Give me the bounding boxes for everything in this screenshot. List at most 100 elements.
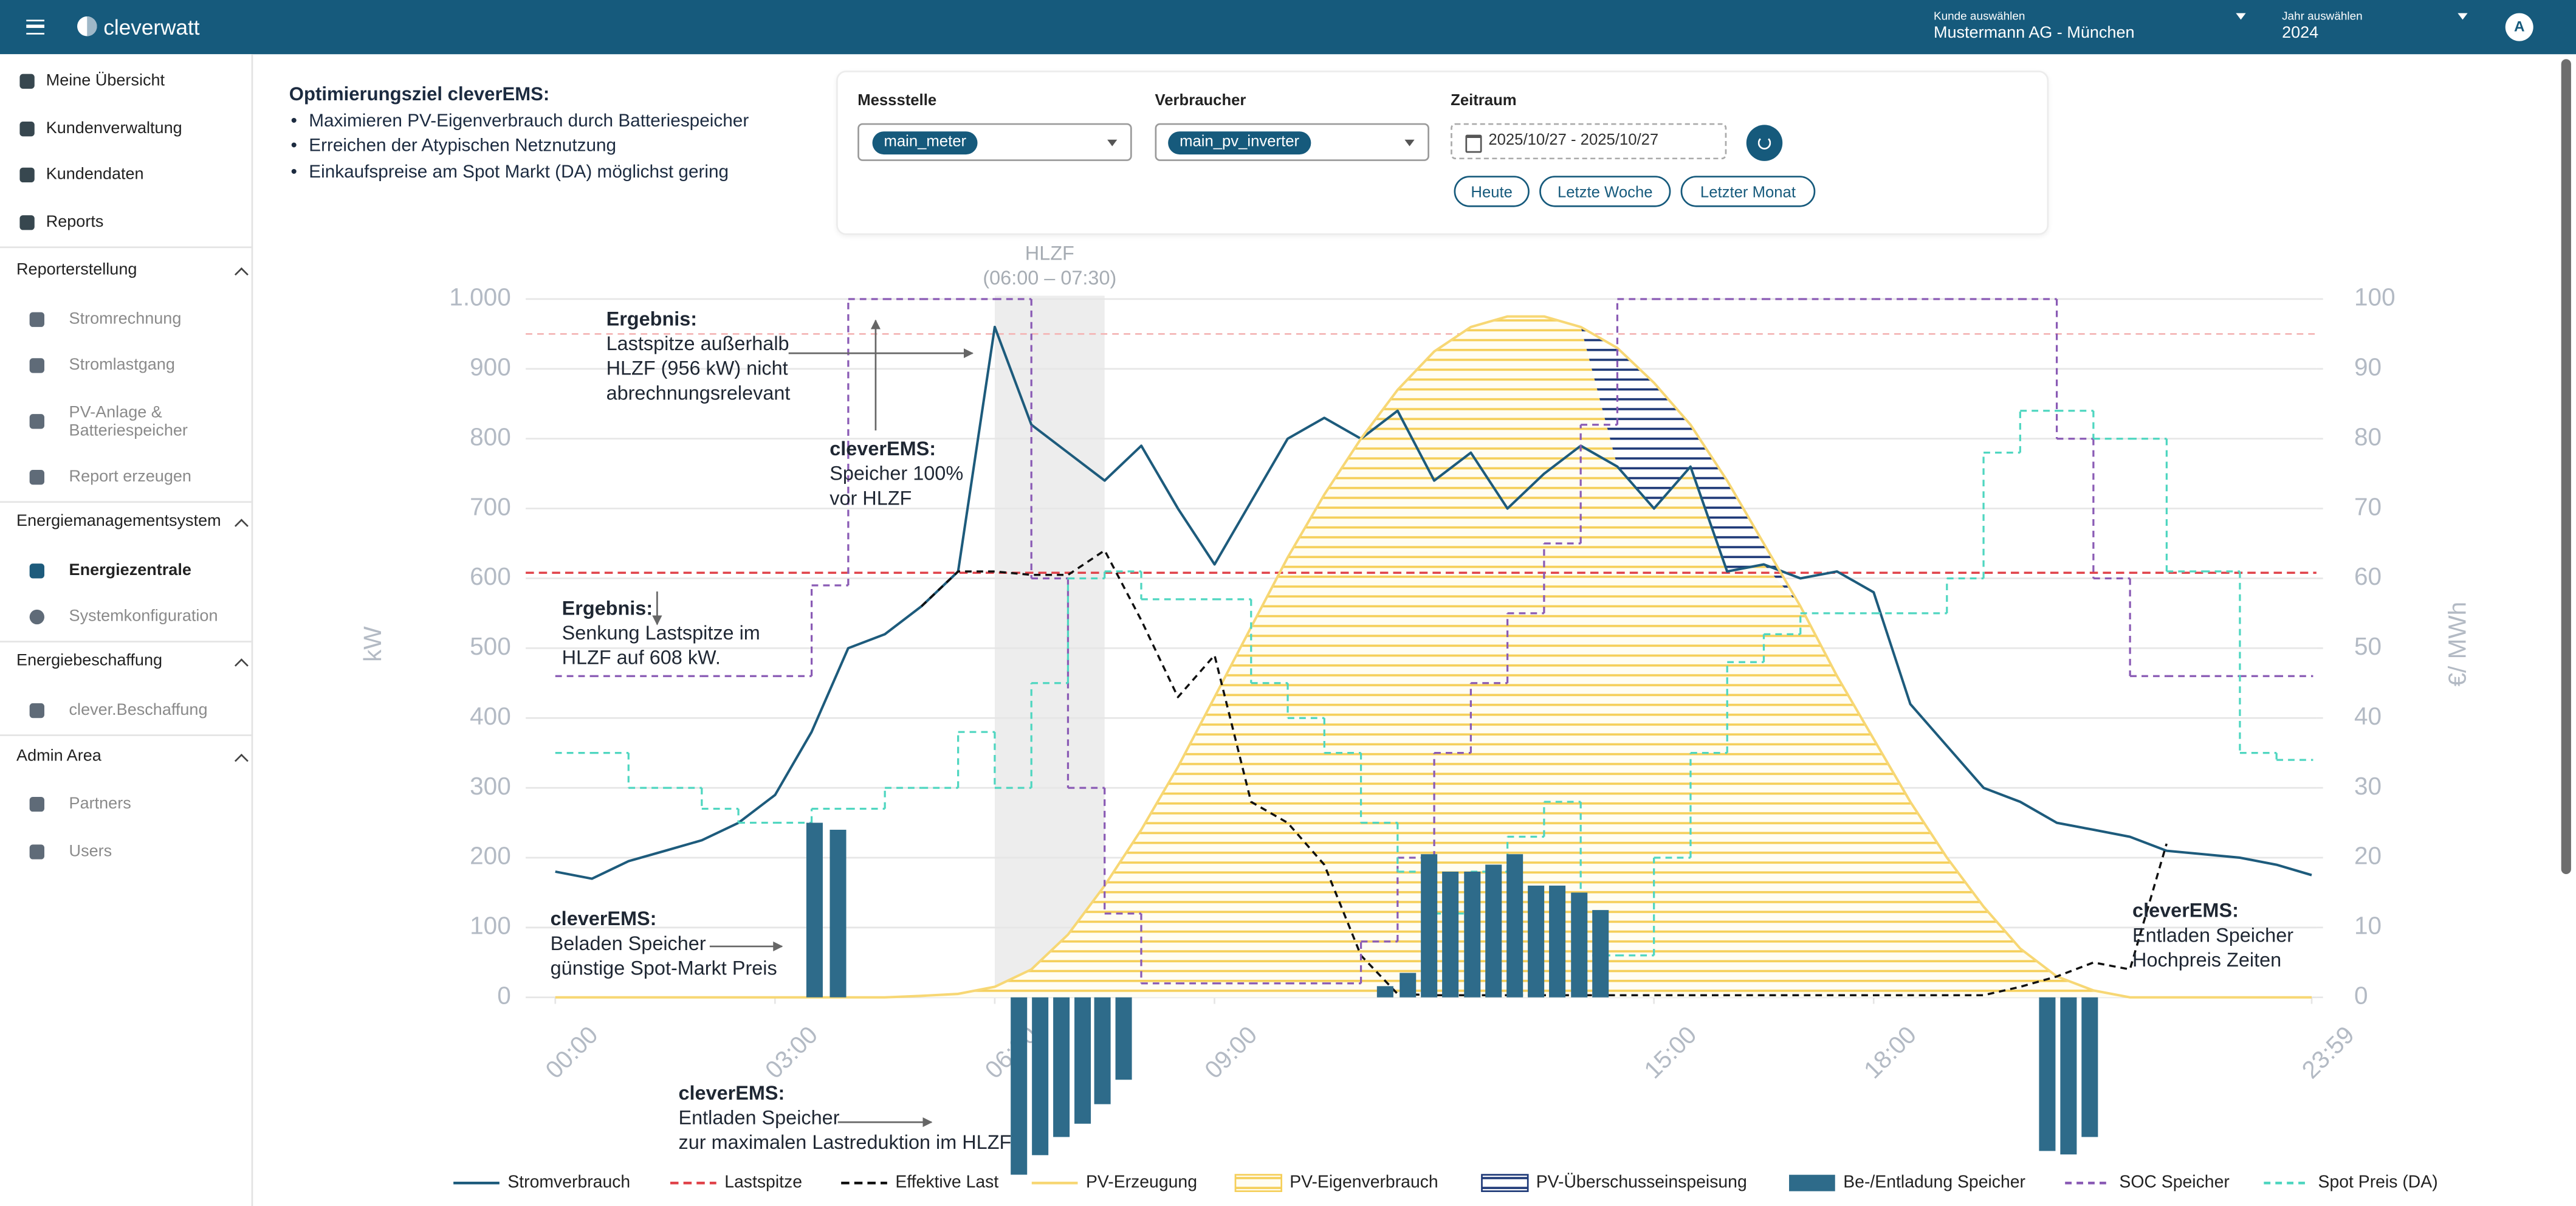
annotation-line: Hochpreis Zeiten [2132, 949, 2281, 971]
brand[interactable]: cleverwatt [103, 15, 200, 40]
y-tick-label: 1.000 [449, 283, 510, 311]
y-tick-label: 300 [470, 772, 511, 800]
annotation-line: zur maximalen Lastreduktion im HLZF [679, 1131, 1012, 1153]
measuring-point-select[interactable]: main_meter [857, 123, 1132, 161]
legend-label[interactable]: Lastspitze [724, 1173, 802, 1192]
legend-label[interactable]: PV-Überschusseinspeisung [1536, 1173, 1747, 1192]
scrollbar[interactable] [2561, 59, 2571, 874]
legend-label[interactable]: SOC Speicher [2119, 1173, 2229, 1192]
period-value[interactable]: 2025/10/27 - 2025/10/27 [1488, 131, 1659, 150]
y2-tick-label: 30 [2354, 772, 2382, 800]
filter-card [836, 71, 2049, 235]
menu-button[interactable] [26, 19, 44, 35]
divider [0, 501, 252, 503]
legend-swatch [1234, 1174, 1283, 1193]
legend-label[interactable]: Spot Preis (DA) [2318, 1173, 2438, 1192]
quick-button[interactable]: Heute [1454, 176, 1530, 207]
nav-item[interactable]: Kundendaten [46, 166, 144, 184]
bar [1571, 892, 1588, 998]
legend-swatch [1789, 1174, 1835, 1191]
nav-icon [19, 74, 35, 89]
nav-item[interactable]: PV-Anlage & Batteriespeicher [69, 404, 188, 441]
nav-item[interactable]: clever.Beschaffung [69, 701, 208, 720]
intro-title: Optimierungsziel cleverEMS: [289, 85, 550, 105]
annotation-title: cleverEMS: [551, 908, 657, 929]
section-header[interactable]: Energiemanagementsystem [16, 512, 221, 531]
nav-icon [19, 122, 35, 137]
legend-label[interactable]: Be-/Entladung Speicher [1843, 1173, 2025, 1192]
bar [1053, 997, 1070, 1137]
y-tick-label: 0 [497, 981, 511, 1009]
nav-item[interactable]: Report erzeugen [69, 468, 191, 487]
nav-item[interactable]: Meine Übersicht [46, 72, 165, 91]
divider [0, 641, 252, 643]
legend-label[interactable]: PV-Erzeugung [1086, 1173, 1197, 1192]
nav-item[interactable]: Kundenverwaltung [46, 120, 182, 139]
annotation-line: Senkung Lastspitze im [562, 622, 760, 644]
quick-button[interactable]: Letzter Monat [1680, 176, 1816, 207]
bullet: • [290, 162, 297, 183]
bar [1464, 871, 1481, 998]
annotation-line: HLZF (956 kW) nicht [606, 357, 788, 379]
nav-item-active[interactable]: Energiezentrale [69, 562, 191, 581]
customer-select[interactable]: Mustermann AG - München [1933, 24, 2135, 43]
nav-item[interactable]: Users [69, 842, 112, 861]
chip[interactable]: main_meter [872, 131, 978, 155]
bar [806, 822, 823, 998]
avatar[interactable]: A [2505, 13, 2533, 41]
annotation-line: Entladen Speicher [679, 1106, 840, 1128]
nav-icon [29, 796, 44, 812]
y-tick-label: 100 [470, 912, 511, 940]
annotation-line: vor HLZF [829, 487, 912, 509]
series-line [555, 315, 2312, 999]
x-tick-label: 03:00 [760, 1021, 823, 1084]
legend-label[interactable]: PV-Eigenverbrauch [1290, 1173, 1438, 1192]
bar [1400, 973, 1417, 998]
intro-bullet: Erreichen der Atypischen Netznutzung [309, 136, 617, 156]
year-caret[interactable] [2458, 13, 2468, 20]
consumer-select[interactable]: main_pv_inverter [1155, 123, 1429, 161]
bar [1011, 997, 1028, 1175]
refresh-button[interactable] [1746, 125, 1783, 161]
bar [1506, 854, 1523, 998]
y-axis-title: kW [359, 626, 386, 662]
chip[interactable]: main_pv_inverter [1168, 131, 1311, 155]
customer-caret[interactable] [2236, 13, 2246, 20]
bar [1442, 871, 1459, 998]
y2-tick-label: 10 [2354, 912, 2382, 940]
nav-item[interactable]: Systemkonfiguration [69, 608, 218, 626]
annotation-line: Beladen Speicher [551, 932, 706, 954]
period-input[interactable]: 2025/10/27 - 2025/10/27 [1451, 123, 1727, 160]
year-select[interactable]: 2024 [2282, 24, 2319, 43]
x-tick-label: 23:59 [2296, 1021, 2360, 1084]
y2-tick-label: 80 [2354, 422, 2382, 450]
annotation-title: cleverEMS: [679, 1082, 785, 1104]
band-range: (06:00 – 07:30) [983, 267, 1116, 289]
nav-icon [19, 215, 35, 230]
bullet: • [290, 111, 297, 132]
filter-label: Verbraucher [1155, 92, 1246, 111]
divider [0, 246, 252, 249]
nav-icon [29, 358, 44, 373]
section-header[interactable]: Energiebeschaffung [16, 652, 163, 670]
legend-label[interactable]: Stromverbrauch [507, 1173, 630, 1192]
bar [1528, 885, 1545, 998]
nav-item[interactable]: Reports [46, 213, 104, 232]
y2-tick-label: 20 [2354, 842, 2382, 870]
quick-button[interactable]: Letzte Woche [1539, 176, 1671, 207]
nav-item[interactable]: Stromrechnung [69, 310, 182, 329]
filter-label: Messstelle [857, 92, 937, 111]
intro-bullet: Einkaufspreise am Spot Markt (DA) möglic… [309, 162, 729, 183]
y2-tick-label: 50 [2354, 632, 2382, 660]
legend-label[interactable]: Effektive Last [895, 1173, 998, 1192]
annotation-title: Ergebnis: [562, 597, 653, 619]
nav-item[interactable]: Partners [69, 795, 131, 813]
y2-tick-label: 70 [2354, 492, 2382, 520]
section-header[interactable]: Reporterstellung [16, 261, 137, 280]
caret[interactable] [1404, 139, 1415, 146]
nav-item[interactable]: Stromlastgang [69, 356, 175, 375]
caret[interactable] [1107, 139, 1118, 146]
section-header[interactable]: Admin Area [16, 747, 101, 766]
y-tick-label: 500 [470, 632, 511, 660]
nav-icon [29, 703, 44, 718]
